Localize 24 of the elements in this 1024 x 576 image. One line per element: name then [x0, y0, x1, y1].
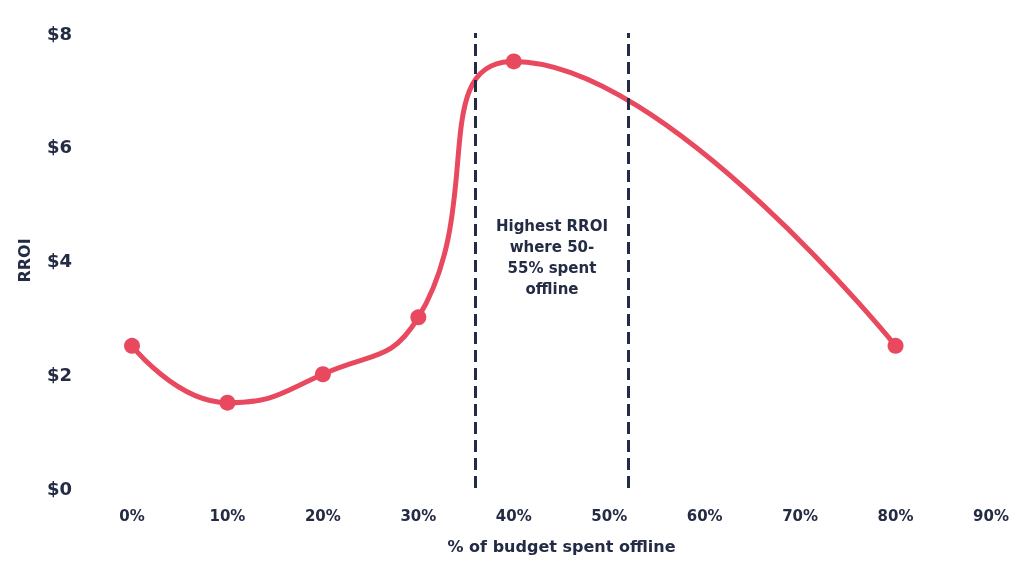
y-tick-label: $2 — [46, 363, 72, 385]
x-tick-label: 60% — [686, 506, 723, 525]
y-tick-label: $8 — [46, 22, 72, 44]
x-tick-label: 70% — [782, 506, 819, 525]
y-tick-label: $0 — [46, 477, 72, 499]
point — [314, 366, 331, 383]
x-tick-label: 80% — [877, 506, 914, 525]
y-tick-label: $4 — [46, 250, 72, 271]
point — [219, 394, 236, 411]
x-tick-label: 30% — [400, 506, 437, 525]
point — [410, 309, 427, 326]
y-tick-label: $6 — [46, 136, 72, 158]
point — [124, 337, 140, 354]
point — [887, 337, 904, 354]
x-tick-label: 50% — [591, 506, 628, 525]
annotation: Highest RROI where 50- 55% spent offline — [495, 216, 608, 298]
x-tick-label: 20% — [304, 506, 341, 525]
x-tick-label: 10% — [209, 506, 246, 525]
x-tick-label: 90% — [973, 506, 1009, 525]
x-axis-title: % of budget spent offline — [447, 536, 676, 556]
y-axis-title: RROI — [14, 238, 34, 283]
x-tick-label: 0% — [119, 506, 145, 525]
x-tick-label: 40% — [495, 506, 532, 525]
point — [505, 53, 522, 70]
